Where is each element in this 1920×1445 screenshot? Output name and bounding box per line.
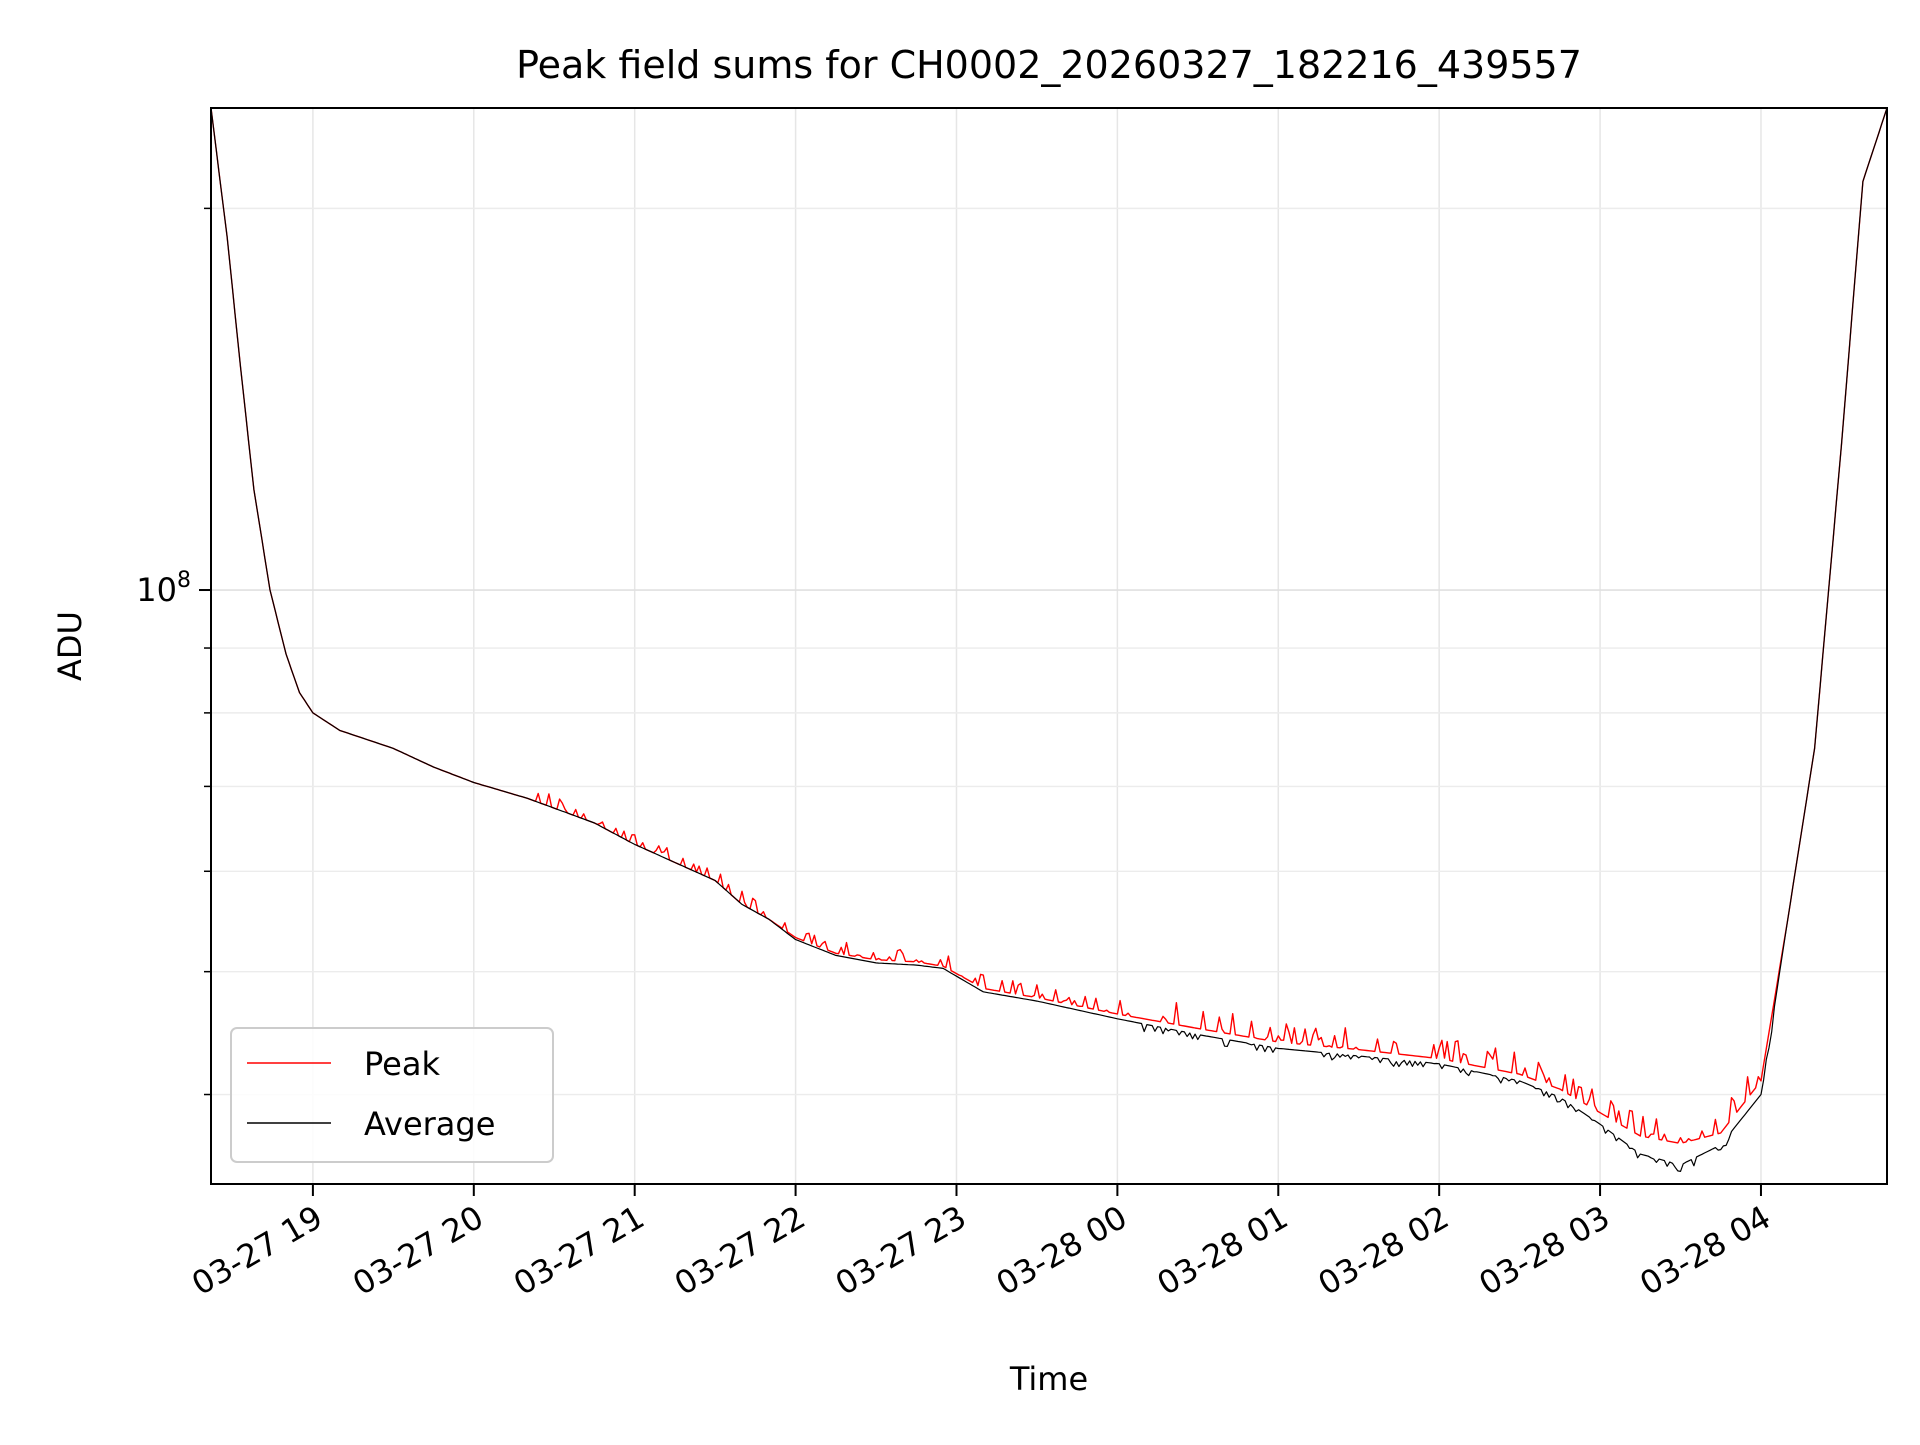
legend: Peak Average (230, 1027, 554, 1163)
x-axis-label: Time (1009, 1360, 1088, 1398)
legend-label-peak: Peak (364, 1045, 440, 1083)
series-line-average (210, 107, 1888, 1172)
grid (211, 108, 1887, 1184)
series-layer (210, 107, 1888, 1172)
legend-box (230, 1027, 554, 1163)
chart-title: Peak field sums for CH0002_20260327_1822… (516, 43, 1582, 87)
legend-label-average: Average (364, 1105, 495, 1143)
plot-frame (210, 107, 1888, 1185)
y-axis-label: ADU (51, 611, 89, 681)
y-tick-label: 108 (136, 568, 191, 609)
